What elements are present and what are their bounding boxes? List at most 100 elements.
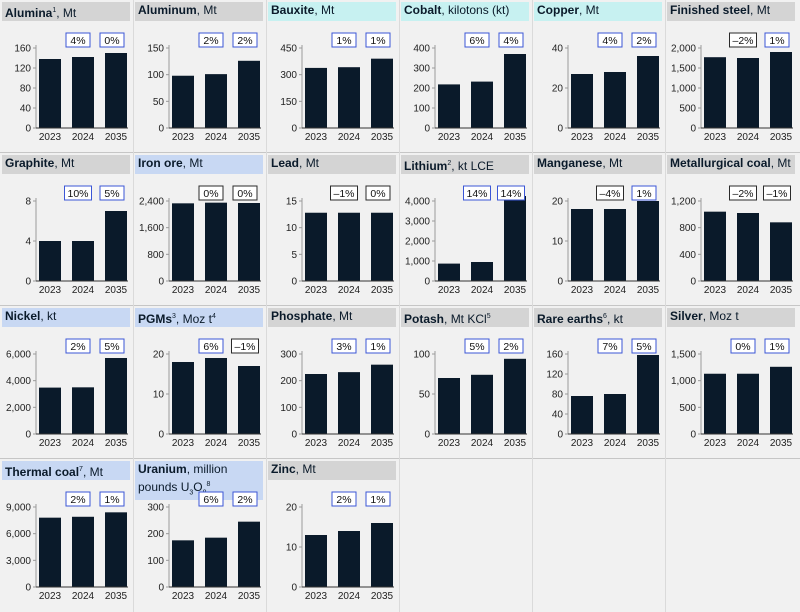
y-tick-label: 2,000 [671, 44, 696, 55]
chart-title: Cobalt, kilotons (kt) [401, 2, 529, 21]
bar [471, 81, 493, 128]
growth-badge-label: 0% [735, 341, 750, 353]
footnote-marker: 6 [603, 313, 607, 320]
commodity-name: Alumina [5, 6, 53, 20]
chart-title: Iron ore, Mt [135, 155, 263, 174]
growth-badge-label: 1% [769, 341, 784, 353]
commodity-name: Phosphate [271, 309, 333, 323]
growth-badge-label: 2% [237, 494, 252, 506]
y-tick-label: 100 [413, 350, 430, 361]
unit-label: Mt [189, 156, 203, 170]
unit-label: Mt [777, 156, 791, 170]
bar [471, 374, 493, 434]
y-tick-label: 80 [552, 390, 564, 401]
chart-title: Finished steel, Mt [667, 2, 795, 21]
bar [504, 358, 526, 434]
bar [305, 374, 327, 434]
column-separator [532, 0, 533, 612]
title-separator: , [82, 465, 90, 479]
title-separator: , [182, 156, 190, 170]
bar [637, 355, 659, 434]
growth-badge [463, 185, 491, 201]
growth-badge [365, 185, 391, 201]
bar [604, 72, 626, 128]
growth-badge-label: –4% [599, 188, 620, 200]
footnote-marker: 7 [79, 466, 83, 473]
chart-panel: PGMs3, Moz t4 0 10 20 2023 2024 2035 6% –1% [135, 308, 265, 458]
x-tick-label: 2035 [371, 285, 394, 296]
bar-chart: 0 10 20 2023 2024 2035 2% 1% [286, 491, 394, 602]
commodity-name: Nickel [5, 309, 41, 323]
y-tick-label: 6,000 [6, 350, 31, 361]
y-tick-label: 40 [552, 410, 564, 421]
x-tick-label: 2023 [305, 591, 328, 602]
growth-badge [64, 185, 92, 201]
bar [604, 209, 626, 281]
y-tick-label: 20 [286, 503, 298, 514]
x-tick-label: 2024 [471, 438, 494, 449]
y-tick-label: 0 [158, 583, 164, 594]
bar [571, 396, 593, 434]
growth-badge-label: 7% [602, 341, 617, 353]
chart-panel: Alumina1, Mt 0 40 80 120 160 2023 2024 2035 4% 0% [2, 2, 132, 152]
growth-badge [631, 338, 657, 354]
growth-badge [99, 338, 125, 354]
chart-title: Potash, Mt KCl5 [401, 308, 529, 327]
unit-label: Mt [61, 156, 75, 170]
growth-badge-label: 6% [203, 341, 218, 353]
unit-label: Mt [339, 309, 353, 323]
y-tick-label: 20 [153, 350, 165, 361]
bar [704, 57, 726, 129]
commodity-name: Metallurgical coal [670, 156, 771, 170]
bar-chart: 0 3,000 6,000 9,000 2023 2024 2035 2% 1% [6, 491, 128, 602]
column-separator [133, 0, 134, 612]
bar [737, 213, 759, 281]
y-tick-label: 0 [690, 277, 696, 288]
x-tick-label: 2035 [105, 285, 128, 296]
bar [305, 212, 327, 281]
growth-badge [631, 185, 657, 201]
y-tick-label: 0 [291, 430, 297, 441]
growth-badge [330, 185, 358, 201]
bar [770, 366, 792, 434]
unit-label: Mt [305, 156, 320, 170]
title-separator: , [56, 6, 63, 20]
chart-panel: Copper, Mt 0 20 40 2023 2024 2035 4% 2% [534, 2, 664, 152]
y-tick-label: 100 [280, 403, 297, 414]
chart-title: Rare earths6, kt [534, 308, 662, 327]
y-tick-label: 300 [280, 70, 297, 81]
x-tick-label: 2023 [438, 285, 461, 296]
y-tick-label: 40 [20, 104, 32, 115]
bar-chart: 0 100 200 300 400 2023 2024 2035 6% 4% [413, 32, 527, 143]
growth-badge [365, 32, 391, 48]
title-separator: , [299, 156, 306, 170]
bar [39, 387, 61, 434]
bar-chart: 0 50 100 150 2023 2024 2035 2% 2% [147, 32, 261, 143]
growth-badge-label: 0% [203, 188, 218, 200]
x-tick-label: 2035 [238, 285, 261, 296]
growth-badge-label: 5% [469, 341, 484, 353]
y-tick-label: 0 [158, 277, 164, 288]
unit-label: kt [613, 312, 623, 326]
x-tick-label: 2035 [105, 132, 128, 143]
growth-badge-label: 6% [203, 494, 218, 506]
growth-badge-label: 1% [104, 494, 119, 506]
y-tick-label: 0 [158, 430, 164, 441]
y-tick-label: 150 [280, 97, 297, 108]
x-tick-label: 2023 [305, 132, 328, 143]
bar [770, 222, 792, 281]
x-tick-label: 2035 [238, 132, 261, 143]
bar [105, 211, 127, 281]
bar-chart: 0 5 10 15 2023 2024 2035 –1% 0% [286, 185, 394, 296]
chart-title: Copper, Mt [534, 2, 662, 21]
y-tick-label: 20 [552, 84, 564, 95]
y-tick-label: 1,600 [139, 223, 164, 234]
commodity-name: Iron ore [138, 156, 183, 170]
chart-panel: Metallurgical coal, Mt 0 400 800 1,200 2023 20… [667, 155, 797, 305]
growth-badge [99, 491, 125, 507]
commodity-name: Cobalt [404, 3, 442, 17]
y-tick-label: 40 [552, 44, 564, 55]
x-tick-label: 2035 [371, 591, 394, 602]
bar-chart: 0 150 300 450 2023 2024 2035 1% 1% [280, 32, 394, 143]
